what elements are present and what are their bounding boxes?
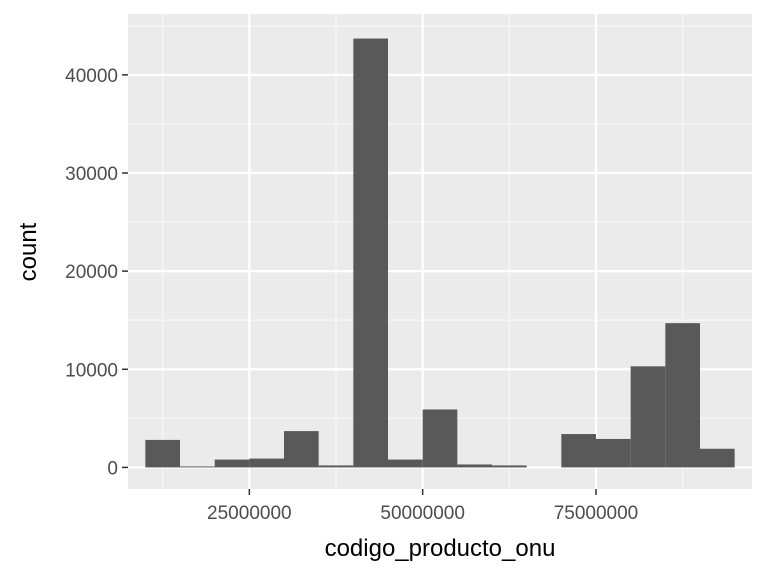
x-axis-title: codigo_producto_onu <box>325 535 556 562</box>
histogram-bar <box>214 459 250 468</box>
y-axis-title: count <box>15 222 42 281</box>
x-tick-label: 50000000 <box>380 503 465 524</box>
x-axis: 25000000 50000000 75000000 <box>207 489 638 524</box>
y-tick-label: 20000 <box>65 262 118 283</box>
histogram-bar <box>388 459 423 468</box>
y-tick-label: 10000 <box>65 360 118 381</box>
histogram-bar <box>145 439 180 468</box>
histogram-bar <box>492 465 527 468</box>
histogram-bar <box>457 464 492 468</box>
histogram-bar <box>700 448 735 468</box>
histogram-bar <box>665 323 700 468</box>
y-axis: 0 10000 20000 30000 40000 <box>65 66 128 479</box>
y-tick-label: 30000 <box>65 164 118 185</box>
histogram-bar <box>422 409 458 468</box>
histogram-bar <box>284 431 319 468</box>
y-tick-label: 0 <box>107 458 118 479</box>
histogram-bar <box>249 458 284 468</box>
histogram-bar <box>596 438 631 468</box>
histogram-bar <box>180 466 215 468</box>
x-tick-label: 25000000 <box>207 503 292 524</box>
histogram-bar <box>561 434 596 468</box>
histogram-bar <box>353 38 388 468</box>
histogram-bars <box>145 38 735 468</box>
histogram-bar <box>318 465 354 468</box>
x-tick-label: 75000000 <box>554 503 639 524</box>
minor-gridlines <box>128 14 752 489</box>
histogram-bar <box>630 366 666 468</box>
y-tick-label: 40000 <box>65 66 118 87</box>
